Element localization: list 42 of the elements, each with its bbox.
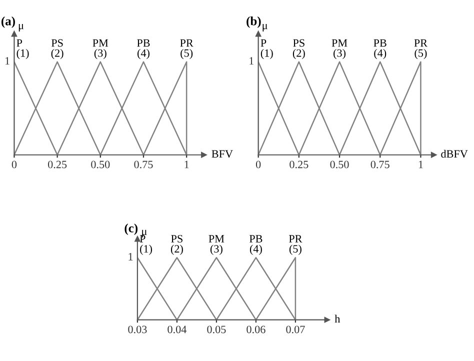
x-tick-label: 0.50 — [91, 160, 110, 168]
chart-title: (a) — [1, 16, 15, 28]
text: 1 — [128, 252, 133, 260]
y-axis-title: μ — [18, 24, 24, 32]
x-tick-label: 0 — [256, 160, 261, 168]
series-label: P (1) — [16, 39, 29, 60]
x-tick-label: 0.06 — [246, 326, 266, 334]
x-tick-label: 0.50 — [330, 160, 349, 168]
series-label: PR (5) — [288, 235, 302, 255]
chart-title: (c) — [124, 224, 138, 235]
x-tick-label: 0.25 — [48, 160, 67, 168]
y-axis-title: μ — [142, 230, 147, 238]
x-tick-label: 0.04 — [168, 326, 187, 334]
series-label: P (1) — [140, 235, 152, 255]
series-label: P (1) — [260, 39, 273, 60]
chart-title: (b) — [246, 16, 261, 28]
x-tick-label: 0.75 — [134, 160, 153, 168]
x-tick-label: 0.25 — [290, 160, 308, 168]
series-label: PS (2) — [292, 39, 305, 60]
series-label: PM (3) — [208, 235, 224, 255]
text: 1 — [5, 57, 10, 65]
x-tick-label: 0.75 — [370, 160, 390, 168]
x-tick-label: 0.03 — [128, 326, 147, 334]
text: 1 — [250, 57, 254, 65]
series-label: PB (4) — [374, 39, 386, 60]
x-tick-label: 1 — [418, 160, 423, 168]
series-label: PB (4) — [137, 39, 150, 60]
series-label: PR (5) — [414, 39, 428, 60]
series-label: PS (2) — [170, 235, 183, 255]
x-tick-label: 0 — [12, 160, 17, 168]
series-label: PS (2) — [51, 39, 64, 60]
series-label: PM (3) — [332, 39, 348, 60]
x-axis-title: BFV — [212, 150, 233, 158]
x-axis-title: h — [334, 314, 340, 323]
series-label: PM (3) — [92, 39, 108, 60]
y-axis-title: μ — [262, 24, 268, 32]
x-axis-title: dBFV — [441, 150, 468, 158]
series-label: PB (4) — [249, 235, 262, 255]
x-tick-label: 1 — [184, 160, 189, 168]
x-tick-label: 0.05 — [207, 326, 226, 334]
series-label: PR (5) — [180, 39, 194, 60]
x-tick-label: 0.07 — [286, 326, 305, 334]
